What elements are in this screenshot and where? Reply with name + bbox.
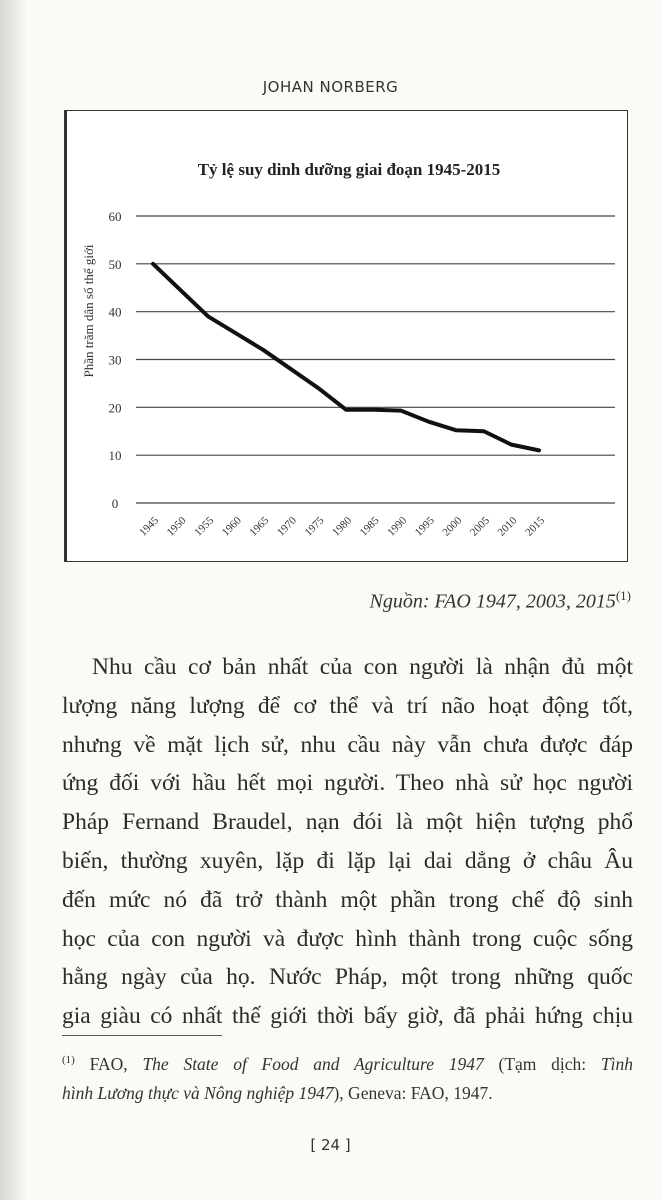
x-tick-label: 1960	[220, 514, 244, 538]
text-line: Nhu cầu cơ bản nhất của con người là nhậ…	[92, 654, 633, 680]
x-tick-label: 1990	[385, 514, 409, 538]
footnote-text: (Tạm dịch:	[483, 1053, 601, 1074]
x-tick-label: 2010	[496, 514, 520, 538]
body-paragraph: Nhu cầu cơ bản nhất của con người là nhậ…	[62, 648, 633, 1036]
text-line: ứng đối với hầu hết mọi người. Theo nhà …	[62, 770, 633, 797]
y-tick-label: 10	[109, 448, 122, 463]
x-tick-label: 2005	[468, 514, 492, 538]
footnote-title-vi: hình Lương thực và Nông nghiệp 1947	[62, 1082, 334, 1103]
footnote-title-vi: Tình	[600, 1053, 633, 1074]
text-line: gia giàu có nhất thế giới thời bấy giờ, …	[62, 1003, 633, 1030]
y-tick-label: 30	[109, 353, 122, 368]
chart-source: Nguồn: FAO 1947, 2003, 2015(1)	[370, 588, 631, 614]
y-tick-label: 40	[109, 305, 122, 320]
x-tick-label: 1950	[165, 514, 189, 538]
x-tick-label: 2000	[440, 514, 464, 538]
y-tick-label: 0	[112, 496, 119, 511]
x-tick-label: 1965	[247, 514, 271, 538]
x-tick-label: 1975	[303, 514, 327, 538]
x-tick-label: 1980	[330, 514, 354, 538]
footnote: (1) FAO, The State of Food and Agricultu…	[62, 1046, 633, 1108]
footnote-text: FAO,	[89, 1053, 143, 1074]
y-tick-label: 60	[109, 209, 122, 224]
text-line: hằng ngày của họ. Nước Pháp, một trong n…	[62, 964, 633, 991]
text-line: lượng năng lượng để cơ thể và trí não ho…	[62, 692, 633, 719]
footnote-title: The State of Food and Agriculture 1947	[142, 1053, 484, 1074]
x-tick-label: 1945	[137, 514, 161, 538]
x-tick-label: 2015	[523, 514, 547, 538]
source-text: Nguồn: FAO 1947, 2003, 2015	[369, 590, 616, 613]
page-number: [ 24 ]	[310, 1136, 351, 1154]
x-tick-label: 1985	[358, 514, 382, 538]
book-gutter-shadow	[0, 0, 28, 1200]
text-line: biến, thường xuyên, lặp đi lặp lại dai d…	[62, 847, 633, 874]
chart-title: Tỷ lệ suy dinh dưỡng giai đoạn 1945-2015	[198, 160, 501, 179]
y-tick-label: 50	[109, 257, 122, 272]
y-tick-label: 20	[109, 400, 122, 415]
footnote-rule	[62, 1035, 222, 1036]
chart-frame: Tỷ lệ suy dinh dưỡng giai đoạn 1945-2015…	[64, 110, 628, 562]
footnote-text: ), Geneva: FAO, 1947.	[333, 1082, 493, 1103]
text-line: nhưng về mặt lịch sử, nhu cầu này vẫn ch…	[62, 731, 633, 758]
footnote-ref: (1)	[615, 588, 631, 603]
x-tick-label: 1970	[275, 514, 299, 538]
data-line	[151, 261, 541, 453]
x-tick-label: 1995	[413, 514, 437, 538]
line-chart: Tỷ lệ suy dinh dưỡng giai đoạn 1945-2015…	[81, 160, 615, 539]
text-line: đến mức nó đã trở thành một phần trong c…	[62, 886, 633, 913]
x-tick-label: 1955	[192, 514, 216, 538]
running-header: JOHAN NORBERG	[262, 78, 399, 96]
y-axis-label: Phần trăm dân số thế giới	[81, 244, 96, 377]
text-line: học của con người và được hình thành tro…	[62, 925, 633, 952]
text-line: Pháp Fernand Braudel, nạn đói là một hiệ…	[62, 809, 633, 836]
footnote-marker: (1)	[62, 1054, 75, 1066]
